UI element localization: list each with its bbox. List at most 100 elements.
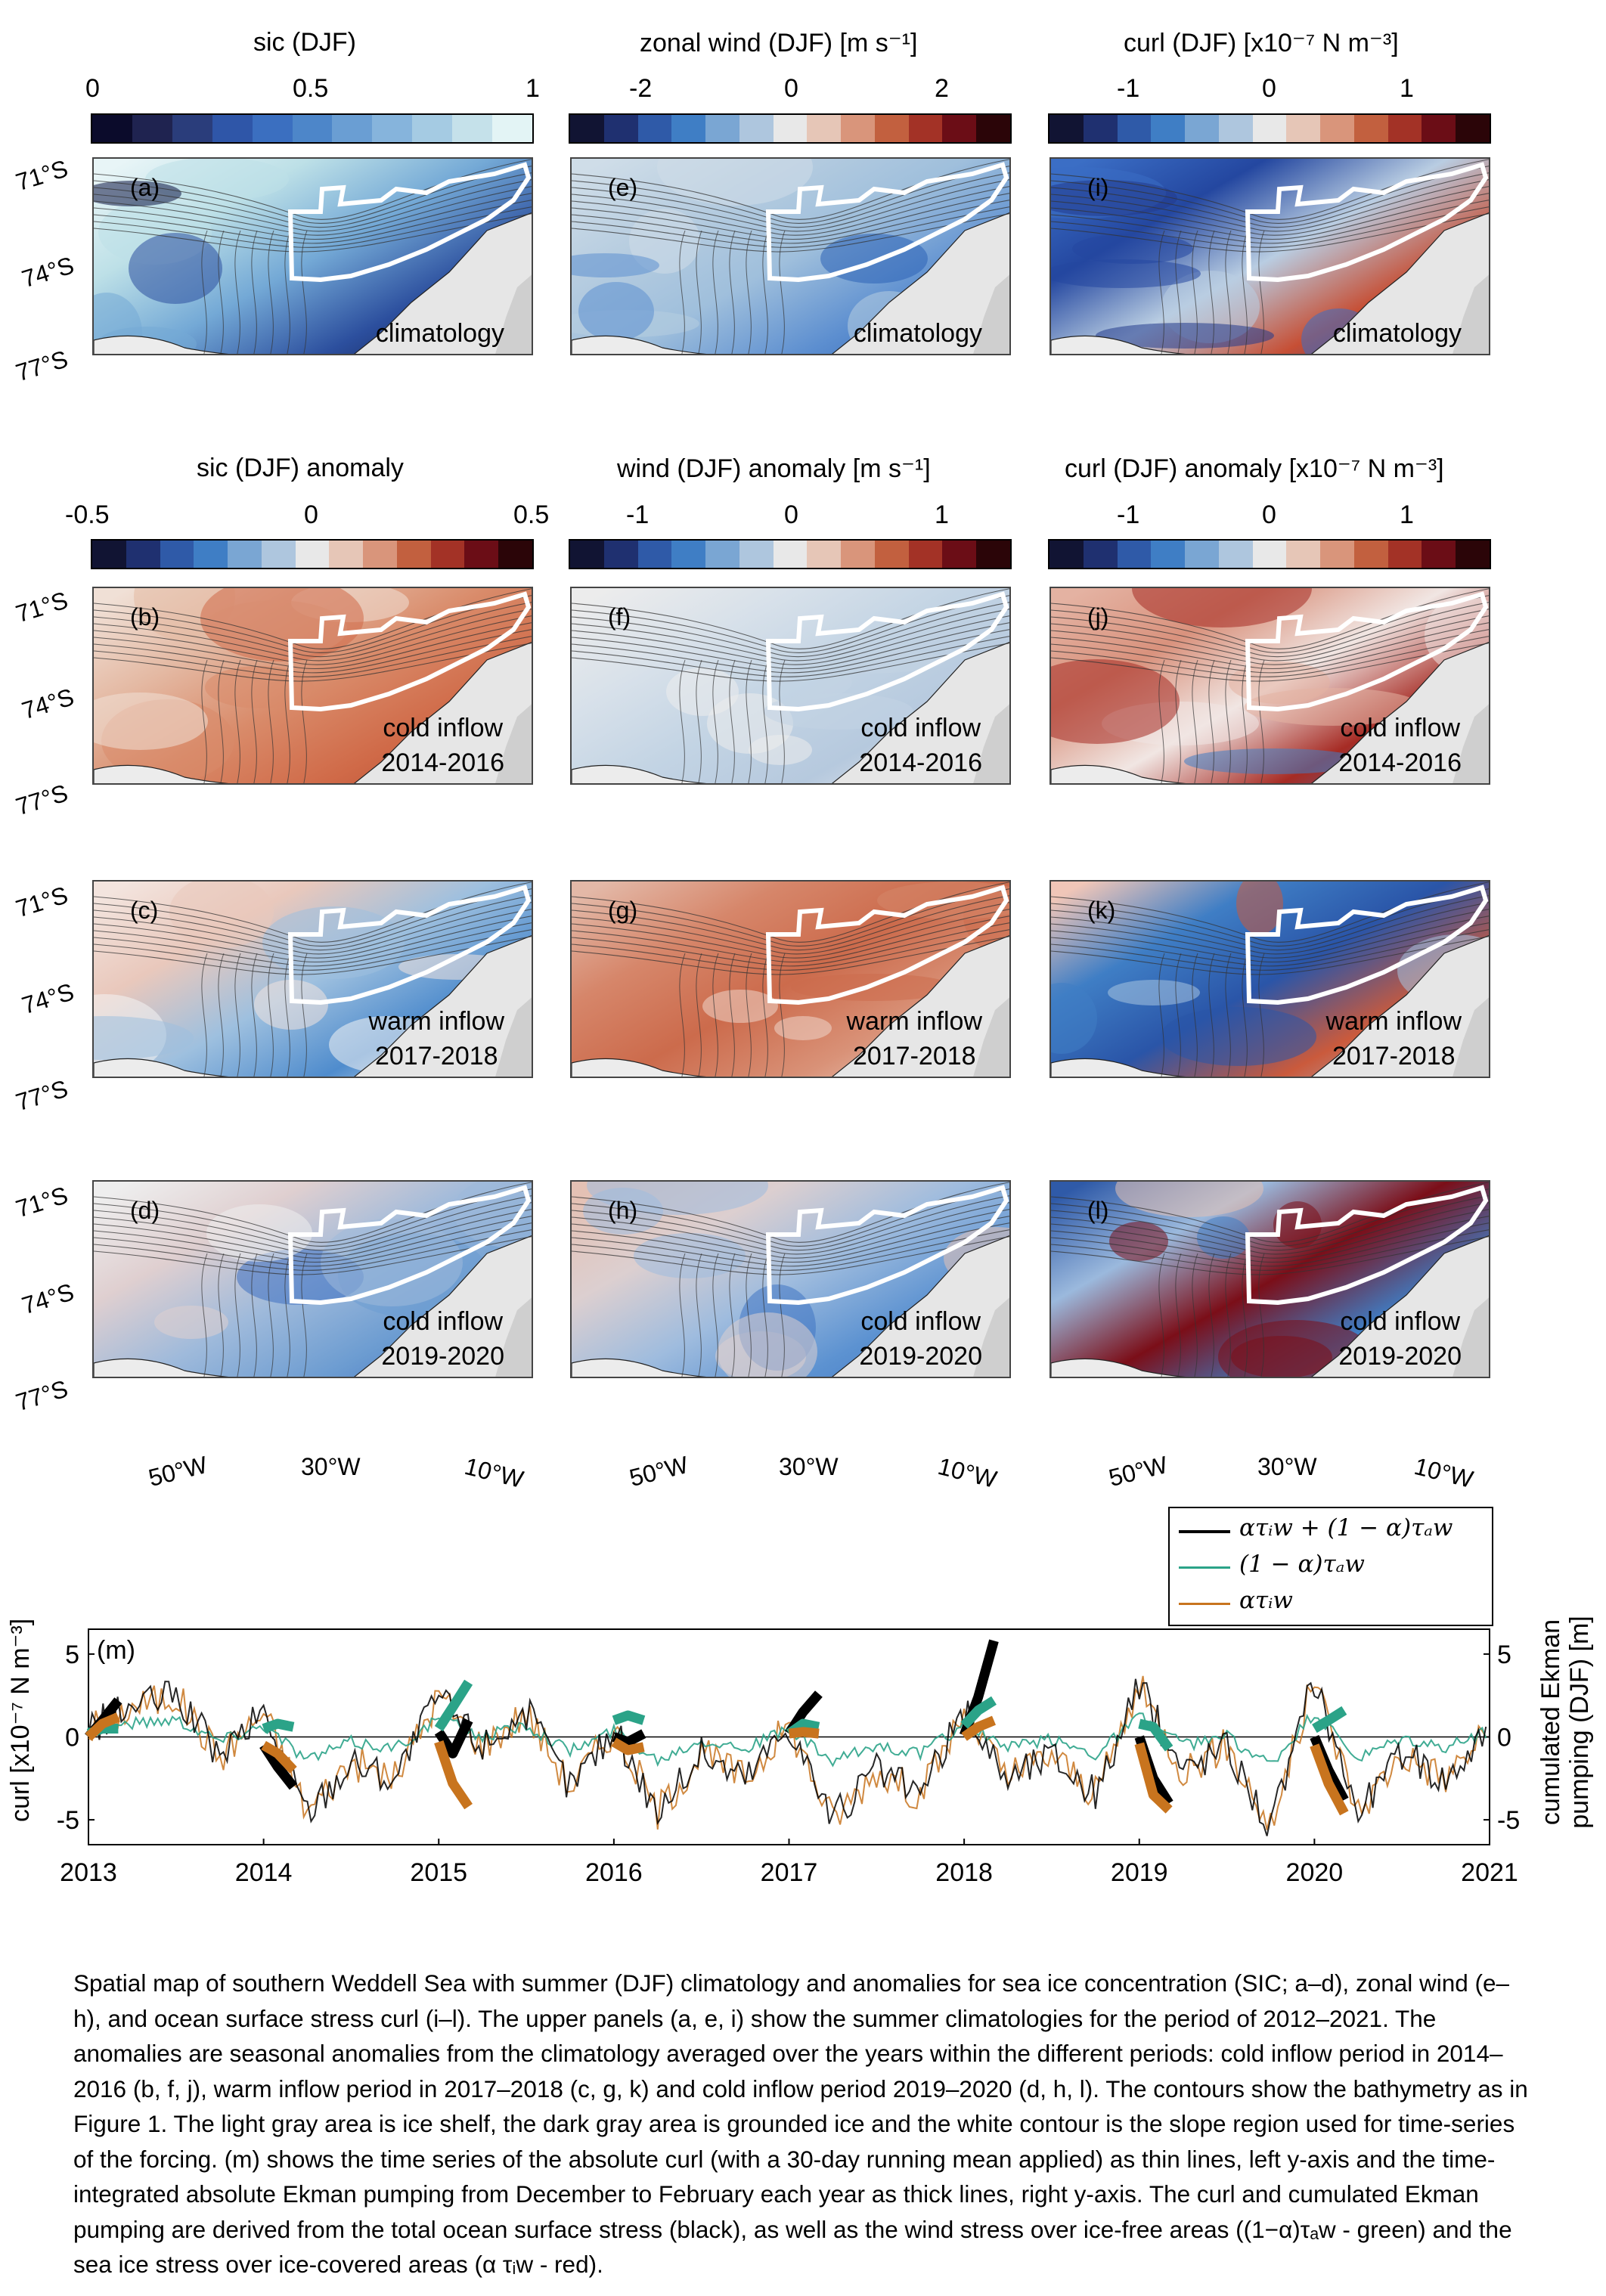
colorbar-segment (1083, 541, 1118, 568)
bathymetry-contour (94, 206, 532, 248)
lat-label: 74°S (18, 251, 77, 293)
colorbar-segment (705, 115, 739, 142)
map-field (572, 588, 1009, 783)
lat-label: 71°S (12, 881, 71, 923)
bathymetry-contour (1242, 1253, 1248, 1377)
bathymetry-contour (284, 1253, 291, 1377)
map-panel: (e) climatology (570, 157, 1011, 355)
bathymetry-contour (572, 1202, 1009, 1255)
right-ylabel: cumulated Ekman pumping (DJF) [m] (1536, 1616, 1594, 1829)
bathymetry-contour (234, 230, 241, 354)
bathymetry-contour (572, 1195, 1009, 1251)
bathymetry-contour (1051, 895, 1489, 951)
colorbar-segment (1320, 541, 1354, 568)
bathymetry-contour (572, 895, 1009, 951)
bathymetry-contour (94, 902, 532, 955)
map-panel: (i) climatology (1049, 157, 1490, 355)
lon-label: 10°W (935, 1452, 1000, 1493)
bathymetry-contour (679, 1253, 686, 1377)
bathymetry-contour (284, 230, 291, 354)
bathymetry-contour (1225, 1253, 1232, 1377)
lat-label: 71°S (12, 154, 71, 197)
bathymetry-contour (696, 1253, 702, 1377)
ice-shelf (354, 1235, 532, 1377)
panel-label: (b) (130, 603, 160, 631)
ice-shelf (94, 335, 229, 354)
slope-region-outline (765, 591, 1009, 712)
bathymetry-contour (729, 1253, 736, 1377)
bathymetry-contour (762, 953, 769, 1077)
field-blob (1231, 1336, 1332, 1377)
panel-label: (d) (130, 1197, 160, 1224)
colorbar-segment (637, 541, 672, 568)
annotation-line: warm inflow (846, 1007, 982, 1036)
colorbar-segment (1422, 115, 1456, 142)
bathymetry-contour (572, 629, 1009, 674)
bathymetry-contour (779, 953, 786, 1077)
bathymetry-contour (301, 1253, 308, 1377)
bathymetry-contour (94, 622, 532, 670)
colorbar-segment (332, 115, 373, 142)
period-annotation: warm inflow 2017-2018 (369, 1004, 504, 1074)
bathymetry-contour (572, 186, 1009, 236)
colorbar-segment (92, 115, 132, 142)
ekman-thick-segment (85, 1712, 120, 1741)
map-field (572, 159, 1009, 354)
bathymetry-contour (251, 1253, 258, 1377)
colorbar-segment (430, 541, 465, 568)
bathymetry-contour (1225, 953, 1232, 1077)
annotation-line: cold inflow (383, 1307, 504, 1336)
x-tick-label: 2020 (1286, 1858, 1344, 1887)
colorbar-segment (603, 115, 638, 142)
cbar-tick: -2 (629, 74, 653, 103)
bathymetry-contour (234, 659, 241, 783)
colorbar-segment (908, 115, 943, 142)
field-blob (572, 253, 659, 277)
field-blob (94, 693, 208, 750)
grounded-ice (1453, 1297, 1489, 1377)
bathymetry-contour (94, 595, 532, 654)
slope-region-outline (1245, 885, 1489, 1005)
x-tick-label: 2017 (761, 1858, 818, 1887)
bathymetry-contour (1208, 659, 1215, 783)
map-field (572, 1182, 1009, 1377)
bathymetry-contour (572, 922, 1009, 967)
panel-label: (f) (608, 603, 631, 631)
bathymetry-contour (94, 909, 532, 959)
field-blob (820, 234, 928, 284)
annotation-line: 2019-2020 (859, 1342, 982, 1371)
ekman-thick-segment (961, 1715, 997, 1741)
slope-region-outline (287, 162, 532, 283)
bathymetry-contour (1051, 615, 1489, 665)
bathymetry-contour (729, 659, 736, 783)
panel-label: (a) (130, 174, 160, 201)
field-blob (749, 735, 812, 765)
annotation-line: cold inflow (1340, 714, 1461, 742)
bathymetry-contour (1051, 213, 1489, 253)
slope-region-outline (1245, 162, 1489, 283)
colorbar-segment (908, 541, 943, 568)
bathymetry-contour (1258, 1253, 1265, 1377)
field-blob (774, 1016, 832, 1040)
bathymetry-contour (1051, 1195, 1489, 1251)
bathymetry-contour (94, 643, 532, 682)
bathymetry-contour (729, 230, 736, 354)
bathymetry-contour (251, 659, 258, 783)
bathymetry-contour (1051, 622, 1489, 670)
map-panel: (f) cold inflow 2014-2016 (570, 587, 1011, 785)
ice-shelf (94, 1058, 229, 1077)
colorbar-segment (773, 541, 808, 568)
bathymetry-contour (218, 659, 225, 783)
colorbar-wind-anom (569, 539, 1012, 569)
panel-label: (j) (1087, 603, 1109, 631)
annotation-line: 2017-2018 (374, 1042, 498, 1071)
bathymetry-contour (746, 659, 752, 783)
bathymetry-contour (94, 1229, 532, 1271)
grounded-ice (1453, 704, 1489, 783)
bathymetry-contour (1208, 1253, 1215, 1377)
ekman-thick-segment (434, 1718, 473, 1758)
grounded-ice (1453, 274, 1489, 354)
bathymetry-contour (779, 659, 786, 783)
ice-shelf (1311, 641, 1489, 783)
right-y-tick-label: -5 (1497, 1806, 1520, 1835)
